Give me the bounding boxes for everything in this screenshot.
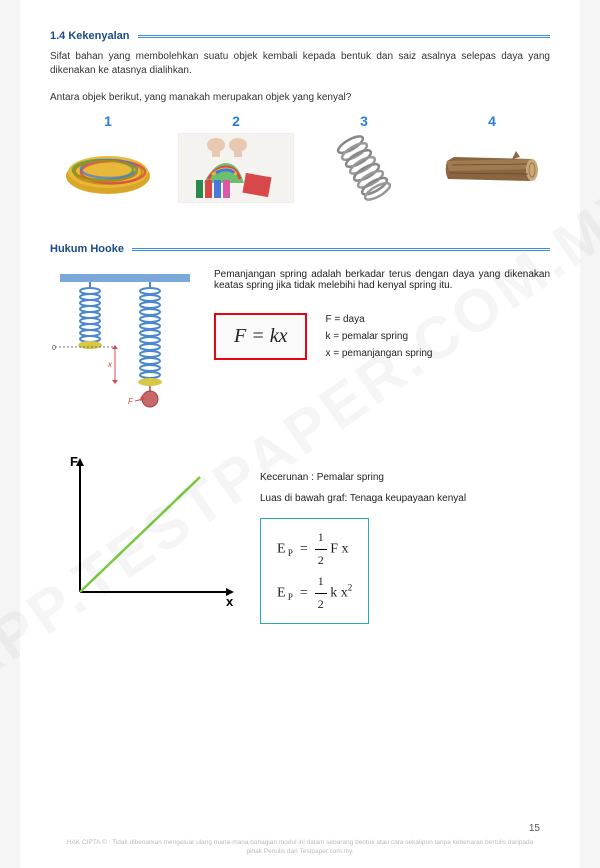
object-number: 1 — [50, 113, 166, 129]
rubber-bands-icon — [50, 133, 166, 203]
graph-row: F x Kecerunan : Pemalar spring Luas di b… — [50, 452, 550, 624]
wood-log-icon — [434, 133, 550, 203]
question-text: Antara objek berikut, yang manakah merup… — [50, 92, 550, 103]
section-description: Sifat bahan yang membolehkan suatu objek… — [50, 50, 550, 78]
object-4: 4 — [434, 113, 550, 203]
objects-row: 1 2 — [50, 113, 550, 203]
object-3: 3 — [306, 113, 422, 203]
object-number: 3 — [306, 113, 422, 129]
legend-f: F = daya — [325, 311, 432, 328]
area-text: Luas di bawah graf: Tenaga keupayaan ken… — [260, 493, 550, 504]
y-axis-label: F — [70, 454, 78, 469]
svg-text:x: x — [107, 360, 113, 369]
formula-legend: F = daya k = pemalar spring x = pemanjan… — [325, 311, 432, 362]
energy-formula-2: E P = 12 k x2 — [277, 571, 352, 615]
object-1: 1 — [50, 113, 166, 203]
legend-k: k = pemalar spring — [325, 328, 432, 345]
legend-x: x = pemanjangan spring — [325, 345, 432, 362]
section-title: Hukum Hooke — [50, 243, 124, 255]
plasticine-icon — [178, 133, 294, 203]
formula-hooke: F = kx — [214, 313, 307, 360]
section-heading-kekenyalan: 1.4 Kekenyalan — [50, 30, 550, 42]
page-number: 15 — [529, 823, 540, 834]
energy-formula-1: E P = 12 F x — [277, 527, 352, 571]
object-number: 2 — [178, 113, 294, 129]
object-number: 4 — [434, 113, 550, 129]
x-axis-label: x — [226, 594, 234, 609]
slope-text: Kecerunan : Pemalar spring — [260, 472, 550, 483]
graph-text-block: Kecerunan : Pemalar spring Luas di bawah… — [260, 452, 550, 624]
force-extension-graph: F x — [50, 452, 240, 624]
hooke-description: Pemanjangan spring adalah berkadar terus… — [214, 269, 550, 291]
hooke-row: 0 x F Pemanjangan spring adalah berkadar… — [50, 269, 550, 422]
copyright-footer: HAK CIPTA © : Tidak dibenarkan mengeluar… — [20, 839, 580, 856]
heading-rule — [138, 35, 551, 38]
svg-text:F: F — [128, 397, 134, 406]
spring-diagram: 0 x F — [50, 269, 200, 422]
svg-text:0: 0 — [52, 345, 56, 352]
hooke-text-block: Pemanjangan spring adalah berkadar terus… — [214, 269, 550, 422]
heading-rule — [132, 248, 550, 251]
section-title: 1.4 Kekenyalan — [50, 30, 130, 42]
energy-formula-box: E P = 12 F x E P = 12 k x2 — [260, 518, 369, 624]
object-2: 2 — [178, 113, 294, 203]
metal-spring-icon — [306, 133, 422, 203]
section-heading-hooke: Hukum Hooke — [50, 243, 550, 255]
